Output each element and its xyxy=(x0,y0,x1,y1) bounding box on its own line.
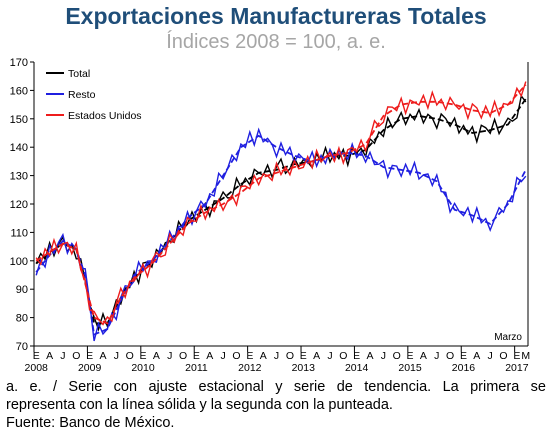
x-year-label: 2013 xyxy=(292,362,316,374)
x-month-label: O xyxy=(339,350,347,362)
trend-line-resto xyxy=(35,134,527,336)
footnote-line-2: representa con la línea sólida y la segu… xyxy=(6,397,393,413)
x-year-label: 2015 xyxy=(398,362,422,374)
y-tick-label: 170 xyxy=(10,57,28,69)
x-month-label: E xyxy=(246,350,253,362)
source-note: Fuente: Banco de México. xyxy=(6,415,175,431)
x-month-label: A xyxy=(46,350,53,362)
y-tick-label: 70 xyxy=(16,341,28,353)
x-month-label: E xyxy=(33,350,40,362)
x-month-label: J xyxy=(434,350,439,362)
y-tick-label: 100 xyxy=(10,256,28,268)
x-month-label: M xyxy=(521,350,530,362)
x-month-label: J xyxy=(221,350,226,362)
chart-subtitle: Índices 2008 = 100, a. e. xyxy=(166,31,386,53)
x-year-label: 2014 xyxy=(345,362,369,374)
x-year-label: 2011 xyxy=(185,362,208,374)
x-month-label: J xyxy=(274,350,279,362)
x-year-label: 2009 xyxy=(78,362,102,374)
x-month-label: A xyxy=(313,350,320,362)
x-year-label: 2012 xyxy=(238,362,262,374)
trend-line-eeuu xyxy=(35,84,527,325)
x-month-label: O xyxy=(286,350,294,362)
y-tick-label: 160 xyxy=(10,85,28,97)
annotation-marzo: Marzo xyxy=(494,332,522,343)
trend-line-total xyxy=(35,98,527,325)
x-month-label: J xyxy=(488,350,493,362)
x-month-label: J xyxy=(114,350,119,362)
legend-label-total: Total xyxy=(68,68,90,80)
x-month-label: E xyxy=(193,350,200,362)
x-month-label: E xyxy=(353,350,360,362)
x-year-label: 2008 xyxy=(25,362,49,374)
x-month-label: E xyxy=(140,350,147,362)
x-month-label: J xyxy=(60,350,65,362)
x-month-label: J xyxy=(327,350,332,362)
x-month-label: A xyxy=(473,350,480,362)
x-month-label: A xyxy=(99,350,106,362)
x-month-label: E xyxy=(460,350,467,362)
x-year-label: 2017 xyxy=(505,362,529,374)
x-month-label: O xyxy=(179,350,187,362)
y-tick-label: 140 xyxy=(10,142,28,154)
x-year-label: 2016 xyxy=(452,362,476,374)
x-month-label: J xyxy=(381,350,386,362)
x-month-label: E xyxy=(407,350,414,362)
x-month-label: A xyxy=(420,350,427,362)
x-month-label: O xyxy=(232,350,240,362)
x-month-label: A xyxy=(206,350,213,362)
legend-label-eeuu: Estados Unidos xyxy=(68,110,142,122)
x-month-label: E xyxy=(86,350,93,362)
x-month-label: E xyxy=(513,350,520,362)
x-month-label: O xyxy=(126,350,134,362)
y-tick-label: 80 xyxy=(16,313,28,325)
series-line-total xyxy=(35,94,527,332)
y-tick-label: 130 xyxy=(10,171,28,183)
x-year-label: 2010 xyxy=(131,362,155,374)
x-month-label: J xyxy=(167,350,172,362)
x-month-label: O xyxy=(446,350,454,362)
series-line-eeuu xyxy=(35,81,527,326)
x-month-label: O xyxy=(393,350,401,362)
legend-label-resto: Resto xyxy=(68,89,96,101)
x-month-label: A xyxy=(367,350,374,362)
y-tick-label: 110 xyxy=(10,227,28,239)
y-tick-label: 150 xyxy=(10,114,28,126)
x-month-label: O xyxy=(72,350,80,362)
y-tick-label: 120 xyxy=(10,199,28,211)
x-month-label: A xyxy=(260,350,267,362)
chart-title: Exportaciones Manufactureras Totales xyxy=(65,3,487,29)
y-tick-label: 90 xyxy=(16,284,28,296)
x-month-label: A xyxy=(153,350,160,362)
footnote-line-1: a. e. / Serie con ajuste estacional y se… xyxy=(6,379,546,395)
x-month-label: E xyxy=(300,350,307,362)
x-month-label: O xyxy=(499,350,507,362)
